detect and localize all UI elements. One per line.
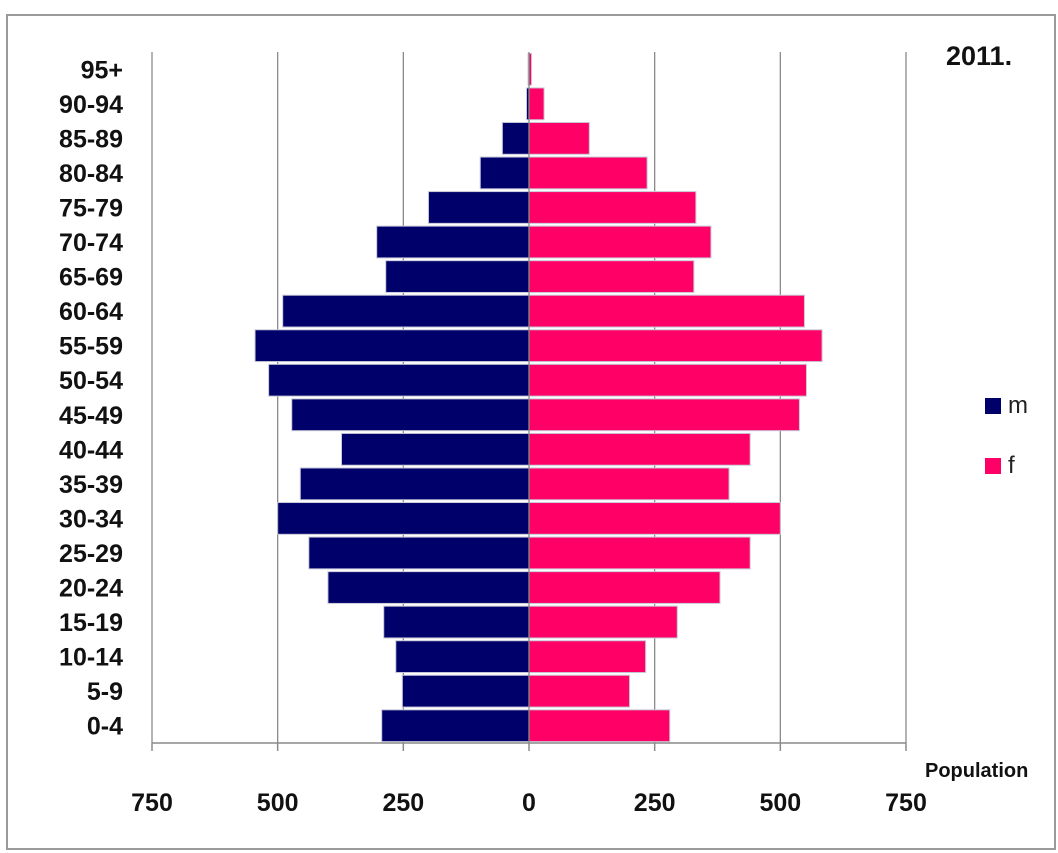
bar-f-15-19: [528, 605, 678, 639]
bar-f-5-9: [528, 674, 631, 708]
tick-labels: 750 500 250 0 250 500 750: [131, 789, 927, 817]
bar-m-45-49: [291, 398, 530, 432]
bar-m-10-14: [395, 640, 530, 674]
bar-f-80-84: [528, 156, 648, 190]
bar-m-0-4: [381, 709, 530, 743]
x-tick-label: 750: [131, 789, 173, 817]
bar-m-5-9: [401, 674, 530, 708]
bar-f-45-49: [528, 398, 800, 432]
category-label: 50-54: [59, 367, 123, 395]
category-label: 45-49: [59, 402, 123, 430]
bar-m-60-64: [282, 294, 530, 328]
bar-f-85-89: [528, 121, 590, 155]
category-label: 20-24: [59, 575, 123, 603]
bar-m-40-44: [341, 432, 530, 466]
x-tick-label: 500: [257, 789, 299, 817]
bar-m-15-19: [383, 605, 530, 639]
legend-swatch-m: [985, 398, 1001, 414]
category-label: 70-74: [59, 229, 123, 257]
category-label: 40-44: [59, 436, 123, 464]
legend-label-f: f: [1008, 452, 1015, 479]
category-label: 60-64: [59, 298, 123, 326]
category-label: 5-9: [87, 678, 123, 706]
x-tick-label: 750: [885, 789, 927, 817]
legend: mf: [985, 392, 1028, 479]
bar-m-25-29: [308, 536, 530, 570]
category-label: 75-79: [59, 194, 123, 222]
category-label: 80-84: [59, 160, 123, 188]
bar-f-65-69: [528, 260, 695, 293]
bar-f-25-29: [528, 536, 751, 570]
category-label: 95+: [81, 56, 123, 84]
bar-f-40-44: [528, 432, 751, 466]
bar-f-0-4: [528, 709, 671, 743]
category-label: 85-89: [59, 125, 123, 153]
bar-m-65-69: [385, 260, 530, 293]
x-axis: [151, 52, 907, 751]
bar-f-90-94: [528, 87, 545, 121]
x-tick-label: 250: [382, 789, 424, 817]
category-label: 10-14: [59, 644, 123, 672]
bar-f-70-74: [528, 225, 712, 259]
category-label: 25-29: [59, 540, 123, 568]
category-label: 35-39: [59, 471, 123, 499]
category-label: 90-94: [59, 91, 123, 119]
bar-f-30-34: [528, 502, 781, 535]
bar-m-80-84: [479, 156, 530, 190]
category-label: 55-59: [59, 333, 123, 361]
bar-m-85-89: [501, 121, 530, 155]
bar-m-30-34: [277, 502, 530, 535]
legend-label-m: m: [1008, 392, 1028, 419]
x-axis-title: Population: [925, 760, 1028, 782]
bar-f-60-64: [528, 294, 805, 328]
bar-f-50-54: [528, 363, 807, 397]
bar-f-35-39: [528, 467, 730, 501]
bar-m-75-79: [427, 191, 530, 224]
x-tick-label: 0: [522, 789, 536, 817]
bars: [254, 52, 823, 743]
bar-m-55-59: [254, 329, 530, 363]
bar-f-55-59: [528, 329, 823, 363]
bar-f-75-79: [528, 191, 697, 224]
bar-m-35-39: [299, 467, 530, 501]
chart-title: 2011.: [946, 41, 1012, 71]
category-label: 0-4: [87, 713, 123, 741]
bar-m-50-54: [268, 363, 530, 397]
bar-f-10-14: [528, 640, 647, 674]
bar-m-20-24: [327, 571, 530, 604]
bar-m-70-74: [376, 225, 530, 259]
category-labels: 0-4 5-9 10-14 15-19 20-24 25-29 30-34 35-39 40-4…: [59, 56, 123, 740]
x-tick-label: 500: [759, 789, 801, 817]
category-label: 15-19: [59, 609, 123, 637]
category-label: 65-69: [59, 264, 123, 292]
bar-f-20-24: [528, 571, 721, 604]
legend-swatch-f: [985, 458, 1001, 474]
grid-lines: [151, 52, 907, 743]
category-label: 30-34: [59, 505, 123, 533]
x-tick-label: 250: [634, 789, 676, 817]
